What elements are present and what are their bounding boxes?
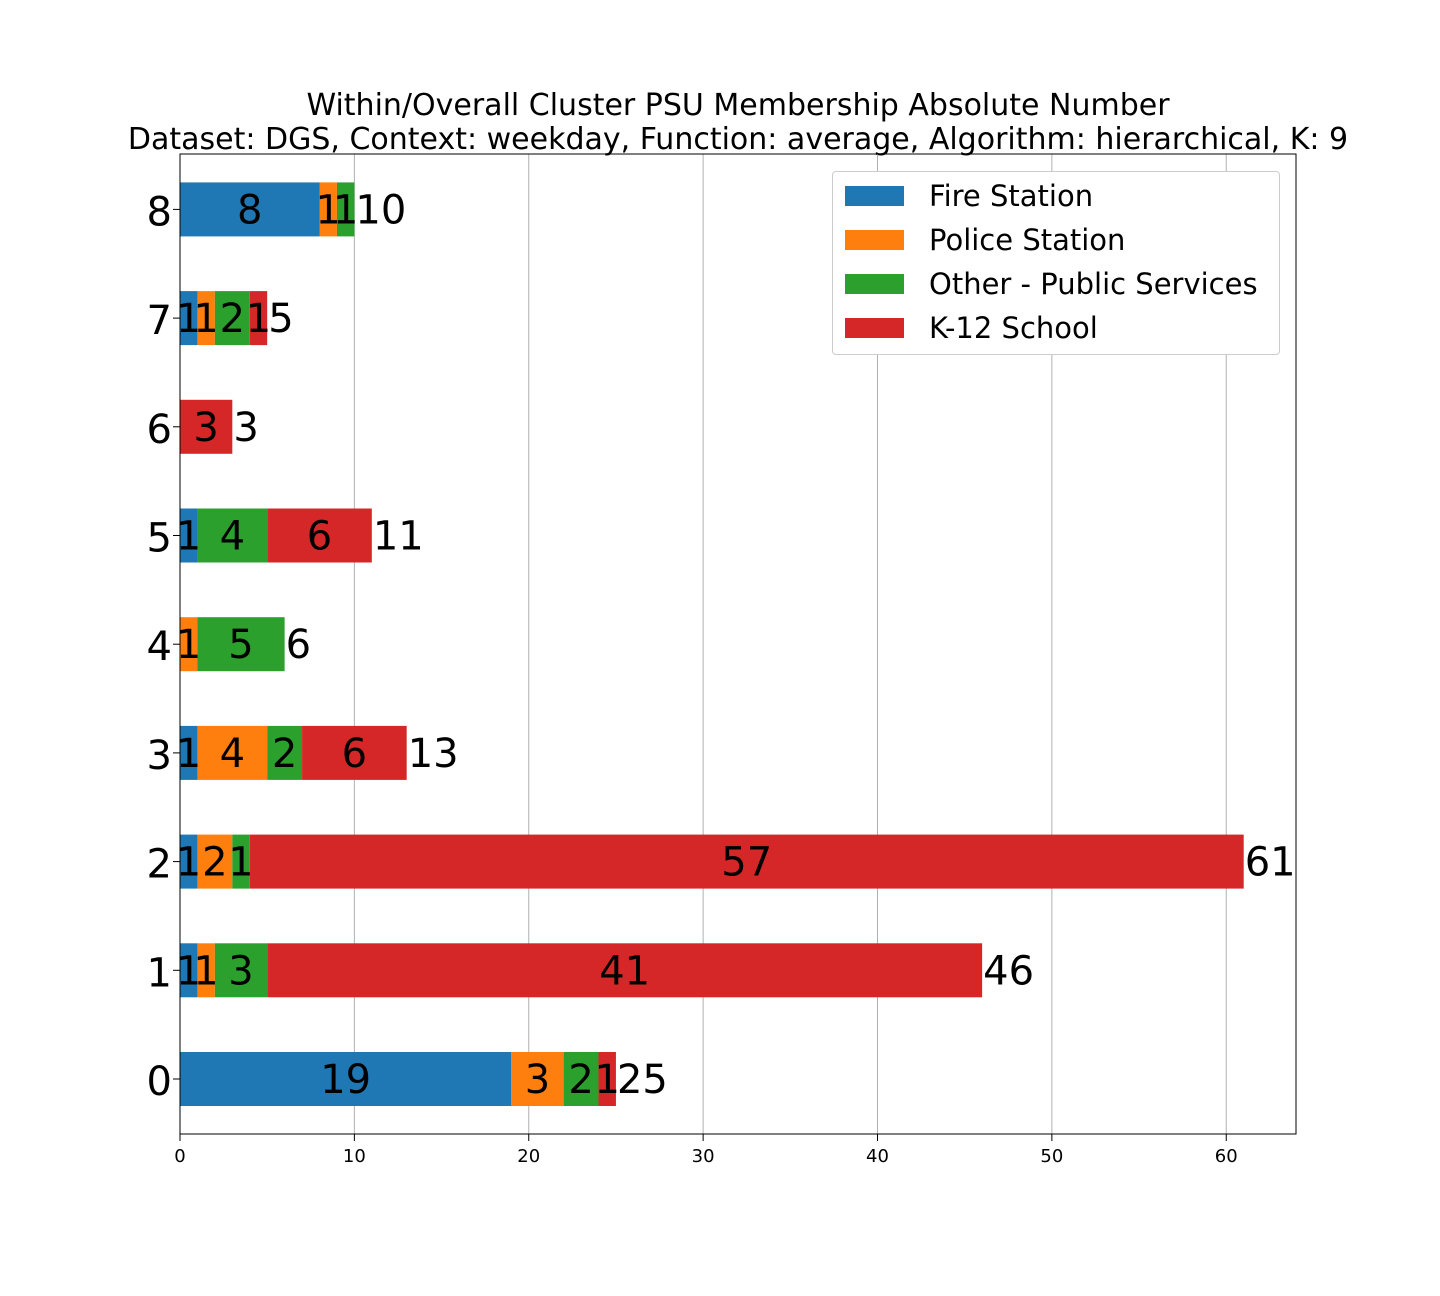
x-tick-label: 0 [174, 1146, 185, 1167]
bar-segment [249, 834, 1244, 889]
legend-swatch-police-station [845, 230, 904, 250]
y-tick-label: 3 [147, 733, 172, 779]
bar-segment [249, 291, 268, 346]
bar-segment [336, 182, 355, 237]
bar-total-label: 6 [286, 622, 311, 668]
bar-segment [598, 1052, 616, 1106]
bar-segment-label: 1 [246, 296, 271, 342]
chart-subtitle: Dataset: DGS, Context: weekday, Function… [127, 122, 1349, 157]
bar-segment-label: 6 [307, 514, 332, 560]
y-tick-label: 0 [147, 1059, 172, 1105]
bar-segment [180, 399, 233, 454]
bar-total-label: 10 [355, 187, 406, 233]
bar-segment [319, 182, 337, 237]
bar-total-label: 3 [233, 405, 258, 451]
bar-segment-label: 1 [333, 187, 358, 233]
bar-segment-label: 2 [220, 296, 245, 342]
bar-segment [180, 182, 320, 237]
legend-swatch-other-public-services [845, 274, 904, 294]
legend-label-fire-station: Fire Station [929, 179, 1094, 213]
legend-swatch-fire-station [845, 186, 904, 206]
bar-segment [180, 943, 198, 998]
bar-segment [180, 617, 198, 672]
bar-segment [197, 834, 233, 889]
bar-segment-label: 1 [193, 948, 218, 994]
bar-segment [267, 508, 372, 563]
bar-segment [232, 834, 250, 889]
bar-total-label: 13 [408, 731, 459, 777]
bar-segment-label: 57 [721, 840, 772, 886]
x-tick-label: 40 [866, 1146, 889, 1167]
legend-swatch-k12-school [845, 318, 904, 338]
bar-segment [511, 1052, 564, 1106]
bar-segment [197, 725, 268, 780]
bar-total-label: 5 [268, 296, 293, 342]
legend-label-police-station: Police Station [929, 223, 1126, 257]
bar-segment [197, 291, 215, 346]
x-tick-label: 30 [692, 1146, 715, 1167]
bar-segment [197, 508, 268, 563]
bar-segment-label: 6 [342, 731, 367, 777]
bar-total-label: 25 [617, 1057, 668, 1103]
bar-segment [180, 1052, 512, 1106]
bar-segment-label: 8 [237, 187, 262, 233]
legend: Fire Station Police Station Other - Publ… [832, 171, 1280, 355]
bar-segment-label: 2 [202, 840, 227, 886]
y-tick-label: 6 [147, 407, 172, 453]
bar-segment [267, 943, 983, 998]
y-tick-label: 5 [147, 516, 172, 562]
bar-total-label: 11 [373, 514, 424, 560]
legend-item-police-station: Police Station [845, 220, 1125, 260]
legend-item-fire-station: Fire Station [845, 176, 1093, 216]
bar-segment-label: 1 [315, 187, 340, 233]
legend-label-k12-school: K-12 School [929, 311, 1098, 345]
bar-segment-label: 19 [320, 1057, 371, 1103]
bar-segment [267, 725, 303, 780]
bar-segment-label: 3 [228, 948, 253, 994]
bar-segment [180, 291, 198, 346]
bar-segment-label: 41 [599, 948, 650, 994]
bar-segment [214, 943, 268, 998]
x-tick-label: 20 [517, 1146, 540, 1167]
bar-segment [197, 943, 215, 998]
bar-segment-label: 3 [525, 1057, 550, 1103]
chart-title: Within/Overall Cluster PSU Membership Ab… [306, 88, 1170, 123]
bar-segment-label: 4 [220, 731, 245, 777]
bar-segment-label: 1 [193, 296, 218, 342]
bar-segment-label: 2 [568, 1057, 593, 1103]
y-tick-label: 7 [147, 298, 172, 344]
axes-frame [179, 153, 1297, 1135]
bar-segment-label: 4 [220, 514, 245, 560]
bar-segment [180, 834, 198, 889]
bar-total-label: 46 [983, 948, 1034, 994]
bar-segment [214, 291, 250, 346]
bar-segment-label: 1 [228, 840, 253, 886]
bar-segment-label: 5 [228, 622, 253, 668]
x-tick-label: 60 [1215, 1146, 1238, 1167]
bar-total-label: 61 [1245, 840, 1296, 886]
bar-segment [302, 725, 407, 780]
y-tick-label: 4 [147, 624, 172, 670]
bar-segment-label: 3 [193, 405, 218, 451]
bar-segment [180, 725, 198, 780]
legend-item-k12-school: K-12 School [845, 308, 1098, 348]
bar-segment [197, 617, 285, 672]
y-tick-label: 8 [147, 189, 172, 235]
bar-segment-label: 1 [594, 1057, 619, 1103]
x-tick-label: 50 [1040, 1146, 1063, 1167]
legend-item-other-public-services: Other - Public Services [845, 264, 1258, 304]
legend-label-other-public-services: Other - Public Services [929, 267, 1258, 301]
x-tick-label: 10 [343, 1146, 366, 1167]
bar-segment [180, 508, 198, 563]
bar-segment-label: 2 [272, 731, 297, 777]
y-tick-label: 2 [147, 842, 172, 888]
y-tick-label: 1 [147, 950, 172, 996]
bar-segment [563, 1052, 599, 1106]
